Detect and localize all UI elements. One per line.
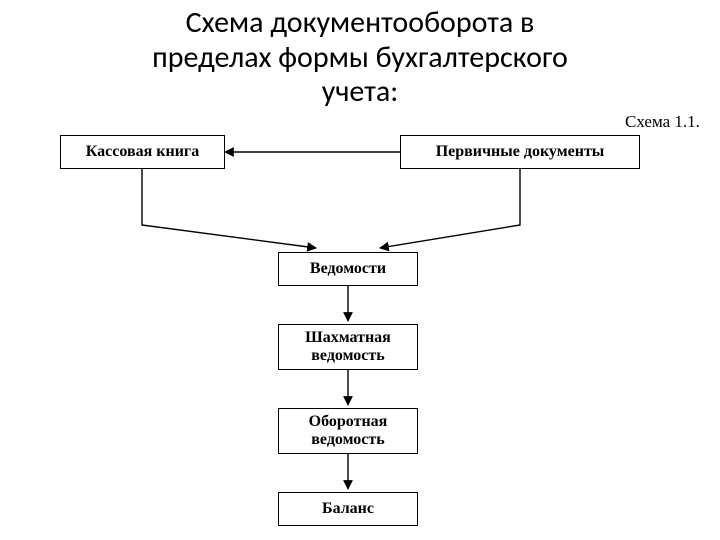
scheme-label: Схема 1.1.	[625, 112, 700, 132]
edge-n1-n3	[142, 169, 316, 248]
edge-n2-n3	[380, 169, 520, 248]
title-line-3: учета:	[322, 73, 398, 110]
node-n6: Баланс	[278, 492, 418, 526]
title-line-2: пределах формы бухгалтерского	[152, 39, 568, 76]
node-n5: Оборотнаяведомость	[278, 408, 418, 454]
title-line-1: Схема документооборота в	[186, 4, 535, 41]
node-n1: Кассовая книга	[60, 135, 225, 169]
page-title: Схема документооборота в пределах формы …	[0, 0, 720, 110]
node-n4: Шахматнаяведомость	[278, 324, 418, 370]
node-n2: Первичные документы	[400, 135, 640, 169]
node-n3: Ведомости	[278, 252, 418, 286]
